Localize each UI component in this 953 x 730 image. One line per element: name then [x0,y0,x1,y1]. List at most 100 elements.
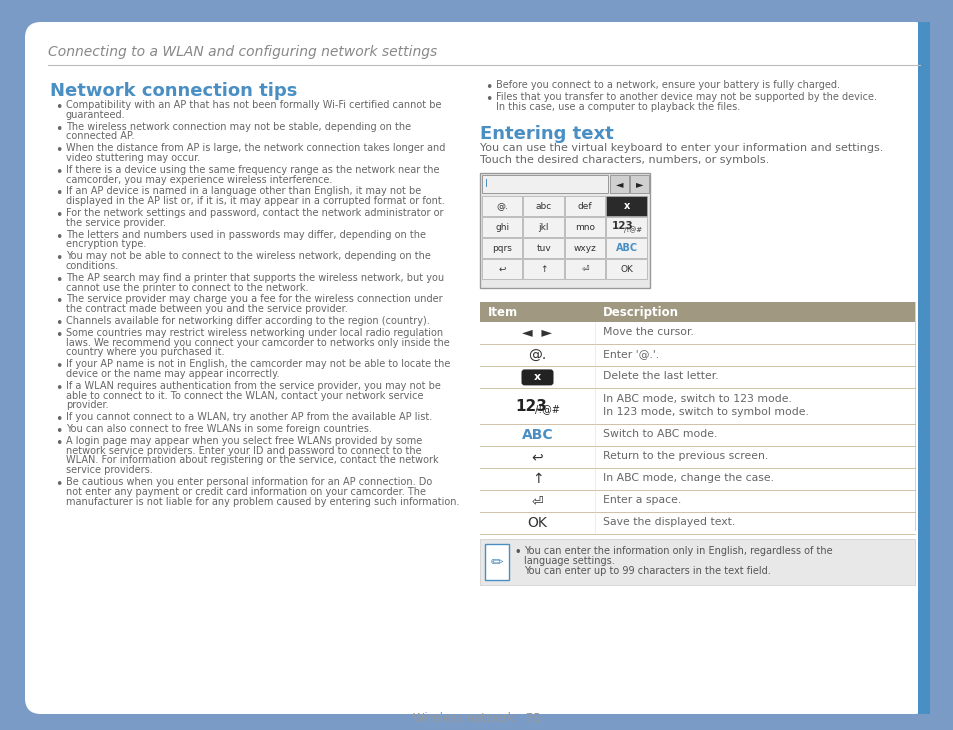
Bar [481,259,522,280]
Text: OK: OK [619,265,633,274]
Text: •: • [55,437,62,450]
Text: 123: 123 [611,221,633,231]
Text: Files that you transfer to another device may not be supported by the device.: Files that you transfer to another devic… [496,92,876,101]
Text: ◄: ◄ [615,180,622,189]
Text: @.: @. [496,202,508,211]
Bar [609,175,628,193]
Text: connected AP.: connected AP. [66,131,134,142]
FancyBboxPatch shape [521,369,553,385]
Text: ⏎: ⏎ [531,494,543,508]
Bar [564,259,605,280]
Bar [523,196,563,216]
Bar [917,22,929,714]
Text: •: • [55,231,62,244]
Text: •: • [55,145,62,157]
Text: The service provider may charge you a fee for the wireless connection under: The service provider may charge you a fe… [66,294,442,304]
Text: ►: ► [635,180,642,189]
Text: able to connect to it. To connect the WLAN, contact your network service: able to connect to it. To connect the WL… [66,391,423,401]
Bar [481,196,522,216]
Text: You can also connect to free WLANs in some foreign countries.: You can also connect to free WLANs in so… [66,424,372,434]
Bar [479,491,914,512]
Text: manufacturer is not liable for any problem caused by entering such information.: manufacturer is not liable for any probl… [66,496,459,507]
Text: For the network settings and password, contact the network administrator or: For the network settings and password, c… [66,208,443,218]
Bar [484,545,509,580]
Text: jkl: jkl [537,223,548,232]
Text: ◄  ►: ◄ ► [522,326,552,340]
Text: x: x [534,372,540,383]
Text: Enter a space.: Enter a space. [602,496,680,505]
Text: Move the cursor.: Move the cursor. [602,327,693,337]
Text: •: • [514,547,520,557]
Text: mno: mno [575,223,595,232]
Text: displayed in the AP list or, if it is, it may appear in a corrupted format or fo: displayed in the AP list or, if it is, i… [66,196,444,206]
Text: /!@#: /!@# [623,226,641,233]
Text: guaranteed.: guaranteed. [66,110,126,120]
Text: the contract made between you and the service provider.: the contract made between you and the se… [66,304,348,314]
Text: not enter any payment or credit card information on your camcorder. The: not enter any payment or credit card inf… [66,487,426,497]
Text: @.: @. [528,348,546,362]
Text: video stuttering may occur.: video stuttering may occur. [66,153,200,163]
Bar [479,345,914,366]
Text: laws. We recommend you connect your camcorder to networks only inside the: laws. We recommend you connect your camc… [66,337,449,347]
Text: conditions.: conditions. [66,261,119,271]
Text: network service providers. Enter your ID and password to connect to the: network service providers. Enter your ID… [66,445,421,456]
Bar [564,218,605,237]
Bar [479,388,914,424]
Bar [479,447,914,469]
Text: •: • [55,252,62,265]
Text: wxyz: wxyz [573,244,596,253]
Text: The AP search may find a printer that supports the wireless network, but you: The AP search may find a printer that su… [66,273,444,283]
Text: If a WLAN requires authentication from the service provider, you may not be: If a WLAN requires authentication from t… [66,381,440,391]
Text: Be cautious when you enter personal information for an AP connection. Do: Be cautious when you enter personal info… [66,477,432,487]
Text: In 123 mode, switch to symbol mode.: In 123 mode, switch to symbol mode. [602,407,808,417]
Text: •: • [55,425,62,438]
Text: Touch the desired characters, numbers, or symbols.: Touch the desired characters, numbers, o… [479,155,768,166]
Text: Delete the last letter.: Delete the last letter. [602,372,718,381]
Text: device or the name may appear incorrectly.: device or the name may appear incorrectl… [66,369,279,379]
Text: •: • [55,478,62,491]
Text: You may not be able to connect to the wireless network, depending on the: You may not be able to connect to the wi… [66,251,431,261]
Text: •: • [55,274,62,287]
Text: Return to the previous screen.: Return to the previous screen. [602,451,767,461]
Text: If you cannot connect to a WLAN, try another AP from the available AP list.: If you cannot connect to a WLAN, try ano… [66,412,432,422]
Text: OK: OK [527,516,547,531]
Text: pqrs: pqrs [492,244,512,253]
Text: encryption type.: encryption type. [66,239,146,250]
Bar [606,259,646,280]
Text: Connecting to a WLAN and configuring network settings: Connecting to a WLAN and configuring net… [48,45,436,59]
Text: I: I [484,180,488,189]
Bar [479,424,914,447]
Text: Entering text: Entering text [479,126,613,143]
Text: /!@#: /!@# [535,404,559,415]
Bar [606,218,646,237]
Text: You can enter the information only in English, regardless of the: You can enter the information only in En… [523,546,832,556]
Text: Description: Description [602,306,679,319]
Text: If an AP device is named in a language other than English, it may not be: If an AP device is named in a language o… [66,186,421,196]
Text: def: def [578,202,592,211]
Bar [523,239,563,258]
FancyBboxPatch shape [607,199,644,215]
Text: •: • [55,123,62,136]
Text: tuv: tuv [536,244,551,253]
Text: In ABC mode, change the case.: In ABC mode, change the case. [602,473,773,483]
Text: •: • [55,328,62,342]
Bar [564,196,605,216]
Text: You can enter up to 99 characters in the text field.: You can enter up to 99 characters in the… [523,566,770,577]
Text: •: • [514,546,520,556]
Text: •: • [484,81,492,94]
Text: ↩: ↩ [498,265,505,274]
Text: If your AP name is not in English, the camcorder may not be able to locate the: If your AP name is not in English, the c… [66,359,450,369]
Text: •: • [484,93,492,106]
Bar [606,239,646,258]
Bar [479,469,914,491]
FancyBboxPatch shape [25,22,929,714]
Text: Some countries may restrict wireless networking under local radio regulation: Some countries may restrict wireless net… [66,328,442,338]
Text: Switch to ABC mode.: Switch to ABC mode. [602,429,717,439]
Text: •: • [55,209,62,222]
Bar [479,539,914,585]
Text: abc: abc [535,202,551,211]
Text: When the distance from AP is large, the network connection takes longer and: When the distance from AP is large, the … [66,143,445,153]
Text: You can use the virtual keyboard to enter your information and settings.: You can use the virtual keyboard to ente… [479,143,882,153]
Text: •: • [55,360,62,373]
Text: ABC: ABC [615,243,638,253]
